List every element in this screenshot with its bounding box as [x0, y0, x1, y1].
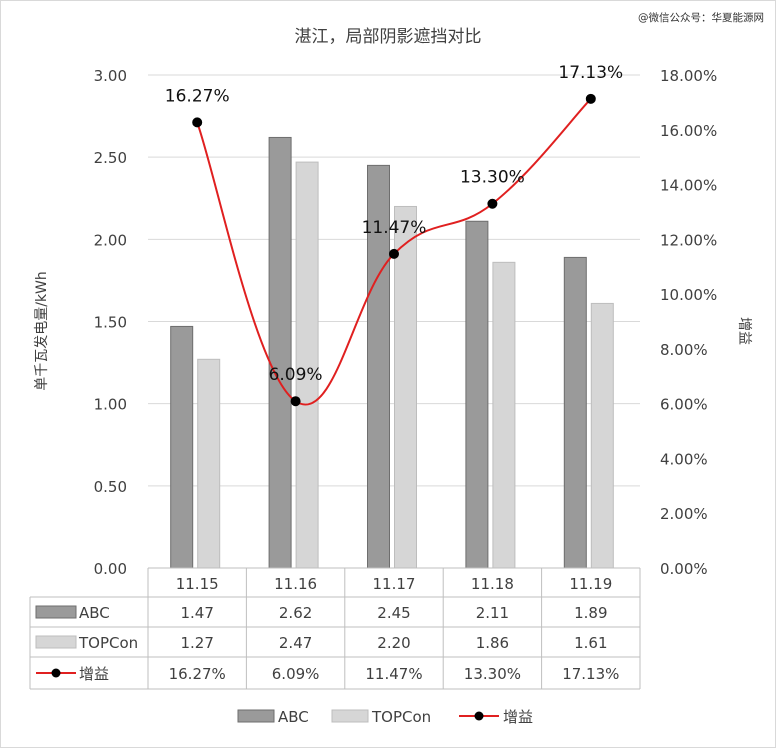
bar-abc-11.15	[170, 325, 194, 569]
category-label: 11.19	[569, 575, 612, 593]
table-cell: 1.89	[574, 604, 607, 622]
table-cell: 6.09%	[272, 665, 320, 683]
y-tick-label: 0.50	[94, 478, 127, 496]
bar-abc-11.19	[563, 256, 587, 569]
axis-ticks: 0.00 0.50 1.00 1.50 2.00 2.50 3.00 0.00% 2.00% 4.…	[94, 67, 718, 578]
y2-tick-label: 16.00%	[660, 122, 717, 140]
chart-title: 湛江，局部阴影遮挡对比	[295, 27, 482, 47]
gain-data-label: 17.13%	[558, 63, 623, 83]
table-cell: 2.62	[279, 604, 312, 622]
bars	[170, 136, 614, 569]
gain-data-label: 16.27%	[165, 86, 230, 106]
table-cell: 1.86	[476, 634, 509, 652]
table-cell: 2.11	[476, 604, 509, 622]
table-legend-key-abc	[35, 605, 77, 619]
legend-label: TOPCon	[371, 708, 431, 726]
gain-data-label: 11.47%	[362, 218, 427, 238]
table-legend-key-marker	[51, 668, 61, 678]
bar-topcon-11.17	[394, 205, 417, 569]
y2-tick-label: 8.00%	[660, 341, 708, 359]
table-series-name: 增益	[79, 665, 109, 683]
table-cell: 1.27	[180, 634, 213, 652]
bar-topcon-11.19	[590, 302, 614, 569]
table-cell: 2.20	[377, 634, 410, 652]
table-series-name: TOPCon	[78, 634, 138, 652]
table-cell: 11.47%	[365, 665, 422, 683]
y2-tick-label: 4.00%	[660, 450, 708, 468]
y2-axis-label: 增益	[736, 317, 752, 345]
y2-tick-label: 18.00%	[660, 67, 717, 85]
gain-point-11.18	[487, 198, 498, 209]
y-tick-label: 3.00	[94, 67, 127, 85]
legend-label: 增益	[503, 708, 533, 726]
bar-abc-11.16	[268, 136, 292, 569]
gain-line-path	[196, 98, 592, 406]
legend-key-marker	[474, 711, 484, 721]
watermark: @微信公众号：华夏能源网	[638, 11, 764, 24]
y-tick-label: 2.50	[94, 149, 127, 167]
gain-data-label: 13.30%	[460, 168, 525, 188]
bar-abc-11.18	[465, 220, 489, 569]
y-tick-label: 1.00	[94, 396, 127, 414]
legend-key-abc	[237, 709, 275, 723]
gain-point-11.19	[585, 93, 596, 104]
gain-point-11.15	[192, 117, 203, 128]
table-cell: 1.47	[180, 604, 213, 622]
y2-tick-label: 2.00%	[660, 505, 708, 523]
category-label: 11.17	[373, 575, 416, 593]
gain-point-11.16	[290, 396, 301, 407]
bar-topcon-11.15	[197, 358, 221, 569]
y2-tick-label: 12.00%	[660, 231, 717, 249]
y-tick-label: 2.00	[94, 231, 127, 249]
y-tick-label: 1.50	[94, 314, 127, 332]
y-axis-label: 单千瓦发电量/kWh	[34, 271, 50, 391]
table-cell: 1.61	[574, 634, 607, 652]
category-label: 11.15	[176, 575, 219, 593]
legend: ABC TOPCon 增益	[237, 708, 533, 726]
y2-tick-label: 14.00%	[660, 177, 717, 195]
category-label: 11.16	[274, 575, 317, 593]
table-cell: 16.27%	[169, 665, 226, 683]
table-cell: 2.45	[377, 604, 410, 622]
y2-tick-label: 0.00%	[660, 560, 708, 578]
y-tick-label: 0.00	[94, 560, 127, 578]
table-series-name: ABC	[79, 604, 110, 622]
data-table: 11.15 11.16 11.17 11.18 11.19 ABC 1.47 2.62 2.45…	[29, 568, 641, 690]
table-cell: 13.30%	[464, 665, 521, 683]
y2-tick-label: 6.00%	[660, 396, 708, 414]
legend-label: ABC	[278, 708, 309, 726]
gain-line: 16.27% 6.09% 11.47% 13.30% 17.13%	[165, 63, 623, 407]
category-label: 11.18	[471, 575, 514, 593]
legend-key-topcon	[331, 709, 369, 723]
gain-point-11.17	[389, 248, 399, 259]
gridlines	[148, 74, 640, 487]
table-legend-key-topcon	[35, 635, 77, 649]
gain-data-label: 6.09%	[269, 365, 323, 385]
table-cell: 17.13%	[562, 665, 619, 683]
bar-topcon-11.18	[492, 261, 516, 569]
y2-tick-label: 10.00%	[660, 286, 717, 304]
table-cell: 2.47	[279, 634, 312, 652]
